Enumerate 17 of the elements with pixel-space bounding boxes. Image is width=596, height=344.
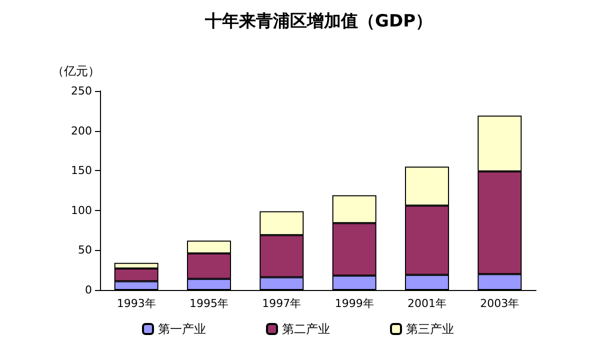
x-tick-label: 2001年	[408, 297, 446, 310]
y-tick-label: 150	[71, 164, 92, 178]
chart-title: 十年来青浦区增加值（GDP）	[204, 12, 433, 32]
legend-label: 第一产业	[158, 322, 206, 336]
y-tick-label: 50	[78, 244, 92, 257]
y-axis-title: （亿元）	[52, 64, 100, 78]
x-tick-label: 1993年	[116, 297, 156, 310]
x-tick-label: 1997年	[262, 297, 302, 310]
x-tick-label: 1995年	[190, 297, 228, 310]
y-tick-label: 100	[71, 204, 92, 217]
legend-label: 第二产业	[282, 322, 330, 336]
legend-label: 第三产业	[406, 322, 454, 336]
y-tick-label: 0	[85, 284, 92, 296]
x-tick-label: 1999年	[334, 297, 374, 310]
x-tick-label: 2003年	[480, 297, 520, 310]
y-tick-label: 200	[71, 124, 92, 138]
y-tick-label: 250	[71, 84, 92, 98]
